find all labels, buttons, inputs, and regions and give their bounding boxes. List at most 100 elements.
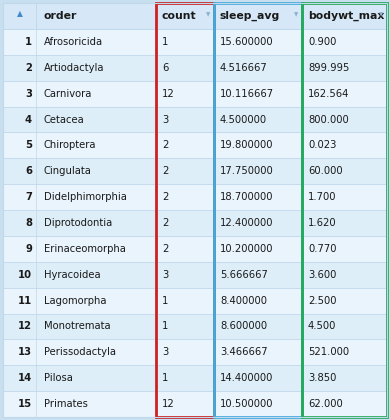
Text: 3: 3 bbox=[162, 115, 168, 125]
Text: 10.200000: 10.200000 bbox=[220, 244, 273, 254]
Text: 4.500000: 4.500000 bbox=[220, 115, 267, 125]
Text: ▼: ▼ bbox=[294, 13, 298, 18]
Text: 1: 1 bbox=[162, 373, 168, 383]
Bar bbox=[3, 55, 387, 81]
Text: 18.700000: 18.700000 bbox=[220, 192, 273, 202]
Bar bbox=[3, 391, 387, 417]
Bar bbox=[3, 210, 387, 236]
Text: 2: 2 bbox=[162, 140, 168, 150]
Text: Cetacea: Cetacea bbox=[44, 115, 85, 125]
Text: 60.000: 60.000 bbox=[308, 166, 343, 176]
Text: Carnivora: Carnivora bbox=[44, 89, 92, 99]
Text: Monotremata: Monotremata bbox=[44, 321, 111, 331]
Text: order: order bbox=[44, 11, 77, 21]
Bar bbox=[3, 81, 387, 107]
Text: 4.516667: 4.516667 bbox=[220, 63, 268, 73]
Text: ▼: ▼ bbox=[379, 13, 383, 18]
Text: 12: 12 bbox=[162, 89, 175, 99]
Text: 8.400000: 8.400000 bbox=[220, 296, 267, 306]
Text: 12: 12 bbox=[162, 399, 175, 409]
Text: Erinaceomorpha: Erinaceomorpha bbox=[44, 244, 126, 254]
Text: 12: 12 bbox=[18, 321, 32, 331]
Bar bbox=[156, 3, 214, 417]
Text: 13: 13 bbox=[18, 347, 32, 357]
Text: 1: 1 bbox=[25, 37, 32, 47]
Text: Artiodactyla: Artiodactyla bbox=[44, 63, 105, 73]
Text: 14: 14 bbox=[18, 373, 32, 383]
Text: bodywt_max: bodywt_max bbox=[308, 11, 385, 21]
Text: sleep_avg: sleep_avg bbox=[220, 11, 280, 21]
Text: 3: 3 bbox=[162, 347, 168, 357]
Text: 9: 9 bbox=[25, 244, 32, 254]
Text: 3: 3 bbox=[162, 270, 168, 280]
Bar bbox=[3, 29, 387, 55]
Text: 62.000: 62.000 bbox=[308, 399, 343, 409]
Bar bbox=[3, 288, 387, 314]
Text: 8.600000: 8.600000 bbox=[220, 321, 267, 331]
Text: Chiroptera: Chiroptera bbox=[44, 140, 96, 150]
Bar bbox=[3, 339, 387, 365]
Text: 4.500: 4.500 bbox=[308, 321, 336, 331]
Text: 10: 10 bbox=[18, 270, 32, 280]
Text: Hyracoidea: Hyracoidea bbox=[44, 270, 101, 280]
Text: 6: 6 bbox=[162, 63, 168, 73]
Text: Diprotodontia: Diprotodontia bbox=[44, 218, 112, 228]
Bar bbox=[214, 3, 302, 417]
Text: Perissodactyla: Perissodactyla bbox=[44, 347, 116, 357]
Text: 6: 6 bbox=[25, 166, 32, 176]
Text: 14.400000: 14.400000 bbox=[220, 373, 273, 383]
Text: 1: 1 bbox=[162, 37, 168, 47]
Text: Pilosa: Pilosa bbox=[44, 373, 73, 383]
Text: 2: 2 bbox=[25, 63, 32, 73]
Text: 1.700: 1.700 bbox=[308, 192, 337, 202]
Text: ▼: ▼ bbox=[206, 13, 210, 18]
Bar bbox=[3, 236, 387, 262]
Text: Primates: Primates bbox=[44, 399, 88, 409]
Text: 5: 5 bbox=[25, 140, 32, 150]
Text: 19.800000: 19.800000 bbox=[220, 140, 273, 150]
Text: 0.023: 0.023 bbox=[308, 140, 336, 150]
Text: 17.750000: 17.750000 bbox=[220, 166, 274, 176]
Bar bbox=[3, 132, 387, 158]
Text: 1: 1 bbox=[162, 321, 168, 331]
Text: 15.600000: 15.600000 bbox=[220, 37, 274, 47]
Bar bbox=[3, 107, 387, 132]
Text: 0.770: 0.770 bbox=[308, 244, 337, 254]
Text: 10.116667: 10.116667 bbox=[220, 89, 274, 99]
Text: 3.466667: 3.466667 bbox=[220, 347, 268, 357]
Text: 12.400000: 12.400000 bbox=[220, 218, 273, 228]
Text: 4: 4 bbox=[25, 115, 32, 125]
Text: 11: 11 bbox=[18, 296, 32, 306]
Text: Didelphimorphia: Didelphimorphia bbox=[44, 192, 127, 202]
Text: 5.666667: 5.666667 bbox=[220, 270, 268, 280]
Bar bbox=[3, 262, 387, 288]
Text: 15: 15 bbox=[18, 399, 32, 409]
Text: 2: 2 bbox=[162, 244, 168, 254]
Bar bbox=[3, 314, 387, 339]
Text: count: count bbox=[162, 11, 197, 21]
Text: 162.564: 162.564 bbox=[308, 89, 349, 99]
Bar bbox=[3, 365, 387, 391]
Text: 10.500000: 10.500000 bbox=[220, 399, 273, 409]
Text: ▲: ▲ bbox=[16, 10, 23, 18]
Text: 2.500: 2.500 bbox=[308, 296, 337, 306]
Bar bbox=[302, 3, 387, 417]
Text: 1.620: 1.620 bbox=[308, 218, 337, 228]
Bar bbox=[3, 184, 387, 210]
Text: 2: 2 bbox=[162, 218, 168, 228]
Text: 3: 3 bbox=[25, 89, 32, 99]
Bar bbox=[3, 158, 387, 184]
Text: 2: 2 bbox=[162, 192, 168, 202]
Text: 521.000: 521.000 bbox=[308, 347, 349, 357]
Bar bbox=[3, 3, 387, 29]
Text: 1: 1 bbox=[162, 296, 168, 306]
Text: 2: 2 bbox=[162, 166, 168, 176]
Text: 0.900: 0.900 bbox=[308, 37, 336, 47]
Text: 3.600: 3.600 bbox=[308, 270, 336, 280]
Text: 899.995: 899.995 bbox=[308, 63, 349, 73]
Text: Afrosoricida: Afrosoricida bbox=[44, 37, 103, 47]
Text: 7: 7 bbox=[25, 192, 32, 202]
Text: 3.850: 3.850 bbox=[308, 373, 336, 383]
Text: Lagomorpha: Lagomorpha bbox=[44, 296, 106, 306]
Text: 800.000: 800.000 bbox=[308, 115, 349, 125]
